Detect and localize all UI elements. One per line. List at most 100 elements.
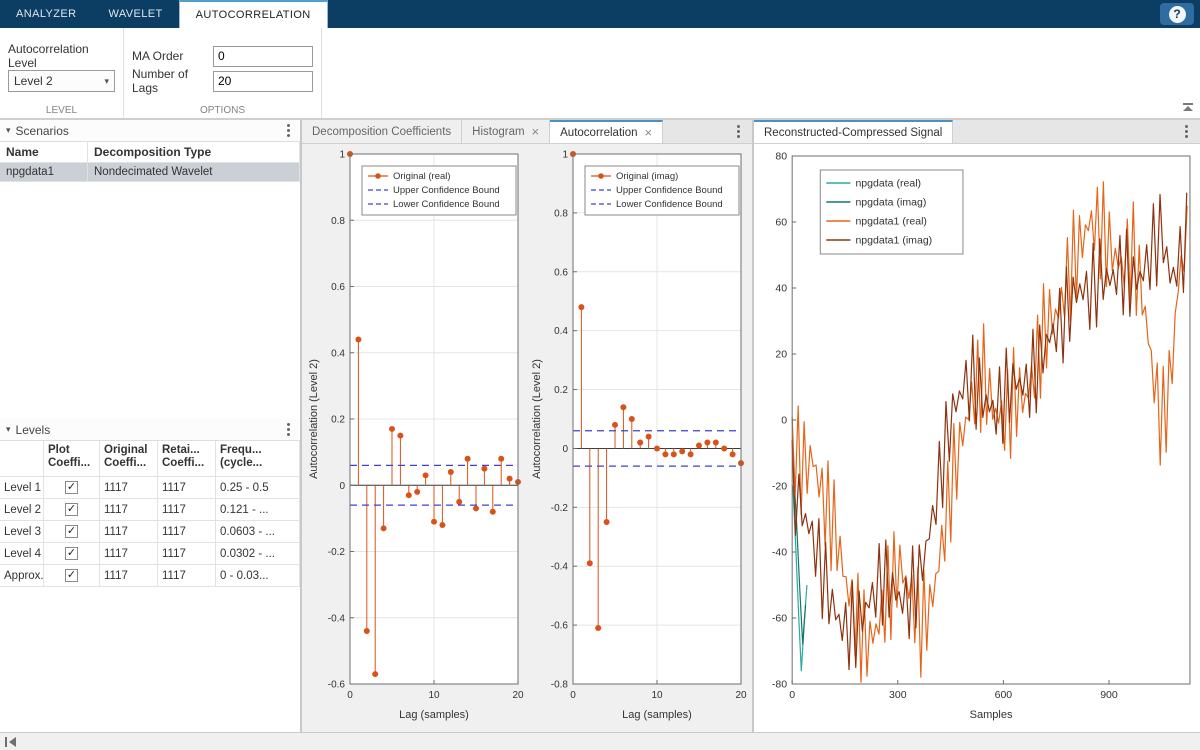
levels-column-header[interactable]: Plot Coeffi...: [44, 441, 100, 477]
number-of-lags-label: Number of Lags: [132, 67, 189, 95]
plot-coefficients-checkbox[interactable]: ✓: [65, 481, 78, 494]
levels-column-header[interactable]: Retai... Coeffi...: [158, 441, 216, 477]
right-tab-reconstructed-compressed-signal[interactable]: Reconstructed-Compressed Signal: [754, 120, 954, 143]
autocorrelation-level-dropdown[interactable]: Level 2 ▾: [8, 70, 115, 92]
svg-text:-0.8: -0.8: [551, 680, 569, 691]
number-of-lags-input[interactable]: [213, 70, 313, 92]
status-bar: [0, 732, 1200, 750]
autocorrelation-plots: 1 0.8 0.6 0.4 0.2 0 -0.2 -0.4 -0.6 0 10 20 Lag (samp…: [302, 144, 752, 732]
center-tab-decomposition-coefficients[interactable]: Decomposition Coefficients: [302, 120, 463, 143]
ribbon-tab-strip: ANALYZER WAVELET AUTOCORRELATION: [0, 0, 328, 28]
chevron-down-icon: ▾: [104, 75, 109, 86]
ribbon-tab-bar: ANALYZER WAVELET AUTOCORRELATION ?: [0, 0, 1200, 28]
plot-coefficients-checkbox[interactable]: ✓: [65, 569, 78, 582]
svg-text:npgdata (real): npgdata (real): [855, 178, 921, 190]
plot-coefficients-cell: ✓: [44, 543, 100, 565]
svg-text:Autocorrelation (Level 2): Autocorrelation (Level 2): [308, 359, 320, 479]
svg-text:0: 0: [781, 415, 787, 427]
retained-coefficients-value: 1117: [158, 477, 216, 499]
toolstrip-section-level: Autocorrelation Level Level 2 ▾ LEVEL: [0, 28, 124, 118]
svg-text:Upper Confidence Bound: Upper Confidence Bound: [393, 185, 500, 196]
ribbon-tab-wavelet[interactable]: WAVELET: [108, 8, 163, 20]
levels-rows: Level 1 ✓ 1117 1117 0.25 - 0.5 Level 2 ✓ 1117 11…: [0, 477, 300, 587]
level-label: Approx.: [0, 565, 44, 587]
plot-coefficients-checkbox[interactable]: ✓: [65, 547, 78, 560]
toolstrip-section-options: MA Order Number of Lags OPTIONS: [124, 28, 322, 118]
svg-text:-20: -20: [772, 481, 787, 493]
dropdown-selected-value: Level 2: [14, 74, 53, 88]
original-coefficients-value: 1117: [100, 477, 158, 499]
svg-text:0.6: 0.6: [554, 267, 568, 278]
center-tab-histogram[interactable]: Histogram ×: [462, 120, 551, 143]
svg-text:0: 0: [789, 689, 795, 701]
svg-text:npgdata1 (imag): npgdata1 (imag): [855, 235, 932, 247]
svg-text:-0.6: -0.6: [328, 680, 346, 691]
close-tab-icon[interactable]: ×: [644, 125, 653, 140]
levels-menu-icon[interactable]: [283, 421, 294, 438]
plot-coefficients-checkbox[interactable]: ✓: [65, 525, 78, 538]
plot-coefficients-checkbox[interactable]: ✓: [65, 503, 78, 516]
retained-coefficients-value: 1117: [158, 565, 216, 587]
levels-panel-header[interactable]: ▾ Levels: [0, 419, 300, 441]
scenarios-column-header[interactable]: Name: [0, 142, 88, 163]
tab-label: Reconstructed-Compressed Signal: [764, 126, 943, 139]
scenario-row[interactable]: npgdata1 Nondecimated Wavelet: [0, 163, 300, 182]
section-label-level: LEVEL: [45, 105, 78, 116]
close-tab-icon[interactable]: ×: [531, 124, 540, 139]
svg-text:-0.6: -0.6: [551, 621, 569, 632]
scenarios-empty-area: [0, 182, 300, 419]
help-icon: ?: [1168, 5, 1186, 23]
levels-column-header[interactable]: Original Coeffi...: [100, 441, 158, 477]
svg-text:-80: -80: [772, 679, 787, 691]
levels-row: Level 3 ✓ 1117 1117 0.0603 - ...: [0, 521, 300, 543]
autocorrelation-level-label: Autocorrelation Level: [8, 42, 89, 70]
svg-text:0: 0: [339, 481, 345, 492]
reconstructed-signal-area: 80 60 40 20 0 -20 -40 -60 -80 0 300 600 900 Samples np…: [754, 144, 1200, 732]
plot-coefficients-cell: ✓: [44, 521, 100, 543]
svg-text:-0.2: -0.2: [328, 547, 346, 558]
plot-legend[interactable]: Original (imag) Upper Confidence Bound Low…: [584, 165, 740, 216]
center-tab-strip: Decomposition Coefficients Histogram × Auto…: [302, 120, 664, 143]
center-tabbar: Decomposition Coefficients Histogram × Auto…: [302, 120, 752, 144]
svg-text:0.6: 0.6: [331, 282, 345, 293]
plot-legend[interactable]: npgdata (real) npgdata (imag) npgdata1 (re…: [819, 169, 964, 255]
center-tab-autocorrelation[interactable]: Autocorrelation ×: [550, 120, 664, 143]
scenarios-column-header[interactable]: Decomposition Type: [88, 142, 300, 163]
svg-text:10: 10: [428, 690, 440, 701]
scenarios-header-row: Name Decomposition Type: [0, 142, 300, 163]
collapse-left-panel-icon[interactable]: [4, 736, 18, 748]
levels-column-header[interactable]: Frequ... (cycle...: [216, 441, 300, 477]
ribbon-tab-analyzer[interactable]: ANALYZER: [16, 8, 77, 20]
svg-text:0.4: 0.4: [554, 326, 568, 337]
tab-label: Decomposition Coefficients: [312, 125, 452, 138]
svg-text:-0.4: -0.4: [328, 613, 346, 624]
svg-text:300: 300: [889, 689, 907, 701]
collapse-toolstrip-icon[interactable]: [1182, 103, 1194, 112]
ribbon-tab-autocorrelation[interactable]: AUTOCORRELATION: [178, 0, 328, 28]
scenarios-menu-icon[interactable]: [283, 122, 294, 139]
main-area: ▾ Scenarios Name Decomposition Type npgda…: [0, 120, 1200, 732]
scenarios-panel-header[interactable]: ▾ Scenarios: [0, 120, 300, 142]
svg-text:Lag (samples): Lag (samples): [622, 709, 692, 721]
plot-legend[interactable]: Original (real) Upper Confidence Bound Low…: [361, 165, 517, 216]
svg-text:600: 600: [995, 689, 1013, 701]
center-tab-menu-icon[interactable]: [733, 123, 744, 140]
help-button[interactable]: ?: [1160, 3, 1194, 25]
svg-text:-60: -60: [772, 613, 787, 625]
svg-text:-0.4: -0.4: [551, 562, 569, 573]
levels-column-header[interactable]: [0, 441, 44, 477]
svg-text:10: 10: [651, 690, 663, 701]
right-tab-menu-icon[interactable]: [1181, 123, 1192, 140]
svg-text:Samples: Samples: [970, 709, 1013, 721]
level-label: Level 3: [0, 521, 44, 543]
original-coefficients-value: 1117: [100, 565, 158, 587]
svg-text:0: 0: [562, 444, 568, 455]
center-document-panel: Decomposition Coefficients Histogram × Auto…: [302, 120, 752, 732]
svg-text:Autocorrelation (Level 2): Autocorrelation (Level 2): [531, 359, 543, 479]
ma-order-input[interactable]: [213, 45, 313, 67]
right-tab-strip: Reconstructed-Compressed Signal: [754, 120, 954, 143]
